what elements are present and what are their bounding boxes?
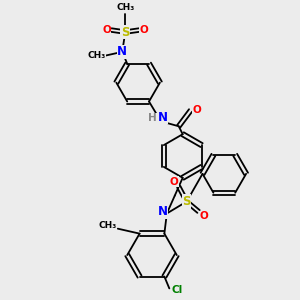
Text: O: O: [102, 25, 111, 35]
Text: H: H: [148, 113, 156, 123]
Text: S: S: [182, 195, 191, 208]
Text: S: S: [121, 26, 130, 38]
Text: O: O: [192, 105, 201, 116]
Text: O: O: [199, 212, 208, 221]
Text: N: N: [158, 111, 168, 124]
Text: CH₃: CH₃: [87, 51, 106, 60]
Text: CH₃: CH₃: [99, 221, 117, 230]
Text: N: N: [117, 45, 127, 58]
Text: O: O: [169, 177, 178, 187]
Text: CH₃: CH₃: [116, 3, 134, 12]
Text: O: O: [140, 25, 148, 35]
Text: N: N: [158, 205, 168, 218]
Text: Cl: Cl: [172, 285, 183, 296]
